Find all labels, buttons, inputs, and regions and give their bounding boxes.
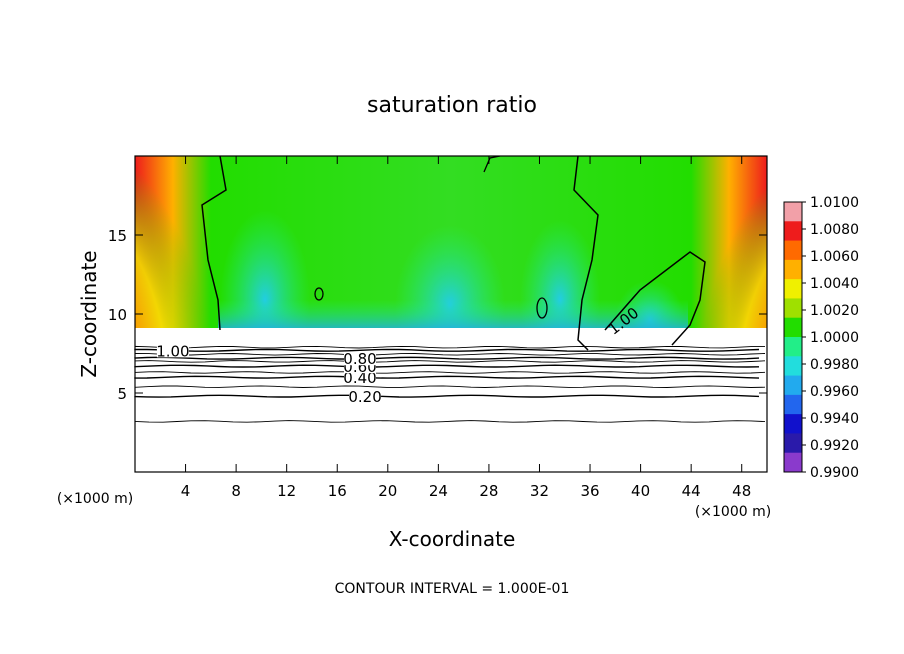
contour-line (134, 348, 760, 352)
x-tick-label: 4 (181, 482, 191, 500)
x-axis-ticks: 4 8 12 16 20 24 28 32 36 40 44 48 (181, 156, 751, 500)
contour-right-arm (604, 251, 706, 346)
contour-interval-footer: CONTOUR INTERVAL = 1.000E-01 (335, 581, 570, 597)
x-tick-label: 44 (682, 482, 701, 500)
contour-line (134, 356, 760, 360)
x-unit-right: (×1000 m) (695, 504, 771, 520)
dry-band-left-edge (135, 328, 218, 346)
colorbar-swatch (784, 414, 802, 434)
x-tick-label: 12 (277, 482, 296, 500)
contour-lines: 0.200.400.600.801.001.00 (134, 304, 766, 423)
colorbar: 1.0100 1.0080 1.0060 1.0040 1.0020 1.0000 0.99… (783, 195, 859, 481)
colorbar-swatch (784, 356, 802, 377)
x-tick-label: 32 (530, 482, 549, 500)
contour-islet-1 (314, 287, 324, 301)
contour-line (134, 375, 760, 379)
y-axis-label: Z-coordinate (77, 250, 101, 377)
colorbar-swatch (784, 240, 802, 261)
colorbar-swatch (784, 317, 802, 338)
colorbar-label: 1.0060 (810, 249, 859, 265)
colorbar-label: 1.0080 (810, 222, 859, 238)
colorbar-swatch (784, 202, 802, 222)
contour-line (134, 394, 760, 398)
colorbar-swatch (784, 433, 802, 454)
colorbar-label: 1.0000 (810, 330, 859, 346)
x-tick-label: 8 (231, 482, 241, 500)
contour-cloud-edge-right (573, 156, 599, 351)
contour-cloud-edge-left (201, 156, 227, 331)
y-tick-label: 5 (117, 385, 127, 403)
x-tick-label: 28 (479, 482, 498, 500)
colorbar-label: 1.0100 (810, 195, 859, 211)
colorbar-label: 0.9980 (810, 357, 859, 373)
x-tick-label: 40 (631, 482, 650, 500)
contour-line (134, 364, 760, 368)
colorbar-label: 0.9900 (810, 465, 859, 481)
colorbar-swatch (784, 452, 802, 473)
contour-label-bg (343, 350, 376, 366)
contour-line-minor (134, 420, 766, 423)
contour-label: 0.80 (343, 350, 376, 368)
x-tick-label: 36 (580, 482, 599, 500)
colorbar-label: 1.0020 (810, 303, 859, 319)
colorbar-swatch (784, 375, 802, 396)
contour-islet-2 (536, 297, 548, 319)
contour-label-bg (349, 388, 382, 404)
y-tick-label: 15 (108, 227, 127, 245)
contour-line-minor (134, 345, 766, 349)
colorbar-swatch (784, 279, 802, 299)
x-tick-label: 16 (328, 482, 347, 500)
y-tick-label: 10 (108, 306, 127, 324)
contour-label: 1.00 (156, 342, 189, 360)
contour-line-minor (134, 353, 766, 356)
x-axis-label: X-coordinate (389, 527, 516, 551)
colorbar-swatch (784, 259, 802, 280)
x-tick-label: 48 (732, 482, 751, 500)
heatmap-field (135, 156, 767, 472)
colorbar-swatch (784, 337, 802, 357)
contour-label: 0.40 (343, 369, 376, 387)
x-tick-label: 20 (378, 482, 397, 500)
chart-title: saturation ratio (367, 93, 537, 118)
contour-line-minor (134, 385, 766, 388)
colorbar-swatch (784, 298, 802, 319)
colorbar-label: 0.9920 (810, 438, 859, 454)
saturated-layer (135, 328, 767, 472)
colorbar-label: 0.9960 (810, 384, 859, 400)
x-tick-label: 24 (429, 482, 448, 500)
colorbar-swatch (784, 221, 802, 242)
colorbar-label: 1.0040 (810, 276, 859, 292)
colorbar-label: 0.9940 (810, 411, 859, 427)
contour-line-minor (134, 371, 766, 374)
contour-top-left (483, 156, 501, 173)
x-unit-left: (×1000 m) (57, 491, 133, 507)
y-axis-ticks: 5 10 15 (108, 227, 767, 403)
contour-label-bg (156, 342, 189, 358)
contour-label: 0.20 (348, 388, 381, 406)
contour-line-minor (134, 360, 766, 363)
colorbar-swatch (784, 394, 802, 415)
